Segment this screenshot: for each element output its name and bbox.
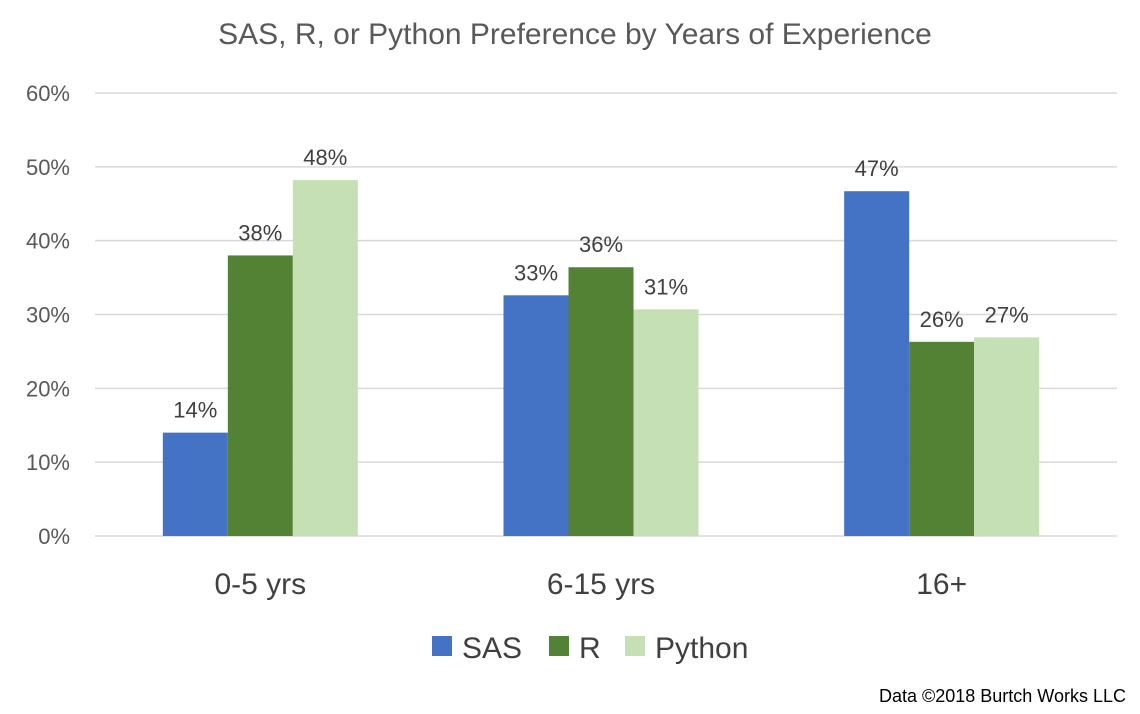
data-label: 48% xyxy=(303,145,347,170)
bar-sas-3 xyxy=(844,191,910,536)
legend-swatch-python xyxy=(625,636,645,656)
bars xyxy=(162,180,1040,536)
y-tick-label: 60% xyxy=(26,81,70,106)
bar-python-2 xyxy=(633,309,699,536)
credit-text: Data ©2018 Burtch Works LLC xyxy=(879,686,1126,706)
data-label: 27% xyxy=(985,302,1029,327)
x-tick-label: 0-5 yrs xyxy=(214,568,306,601)
legend: SAS R Python xyxy=(432,632,748,665)
bar-r-2 xyxy=(568,267,634,536)
x-tick-label: 16+ xyxy=(916,568,967,601)
data-label: 14% xyxy=(173,398,217,423)
data-label: 33% xyxy=(514,260,558,285)
bar-r-1 xyxy=(227,255,293,536)
legend-label-sas: SAS xyxy=(462,632,522,665)
x-tick-label: 6-15 yrs xyxy=(547,568,655,601)
y-tick-label: 20% xyxy=(26,376,70,401)
y-tick-label: 10% xyxy=(26,450,70,475)
data-label: 36% xyxy=(579,232,623,257)
bar-sas-1 xyxy=(162,432,228,536)
chart-title: SAS, R, or Python Preference by Years of… xyxy=(218,18,932,51)
data-labels: 14% 38% 48% 33% 36% 31% 47% 26% 27% xyxy=(173,145,1028,423)
y-tick-label: 50% xyxy=(26,155,70,180)
bar-r-3 xyxy=(909,341,975,536)
bar-python-3 xyxy=(974,337,1040,536)
data-label: 31% xyxy=(644,274,688,299)
bar-sas-2 xyxy=(503,295,569,536)
y-axis-tick-labels: 0% 10% 20% 30% 40% 50% 60% xyxy=(26,81,70,549)
legend-label-r: R xyxy=(579,632,601,665)
data-label: 47% xyxy=(855,156,899,181)
legend-swatch-sas xyxy=(432,636,452,656)
legend-label-python: Python xyxy=(655,632,748,665)
bar-python-1 xyxy=(292,180,358,536)
y-tick-label: 40% xyxy=(26,229,70,254)
data-label: 26% xyxy=(920,307,964,332)
y-tick-label: 0% xyxy=(38,524,70,549)
legend-swatch-r xyxy=(549,636,569,656)
data-label: 38% xyxy=(238,220,282,245)
y-tick-label: 30% xyxy=(26,303,70,328)
x-axis-tick-labels: 0-5 yrs 6-15 yrs 16+ xyxy=(214,568,967,601)
